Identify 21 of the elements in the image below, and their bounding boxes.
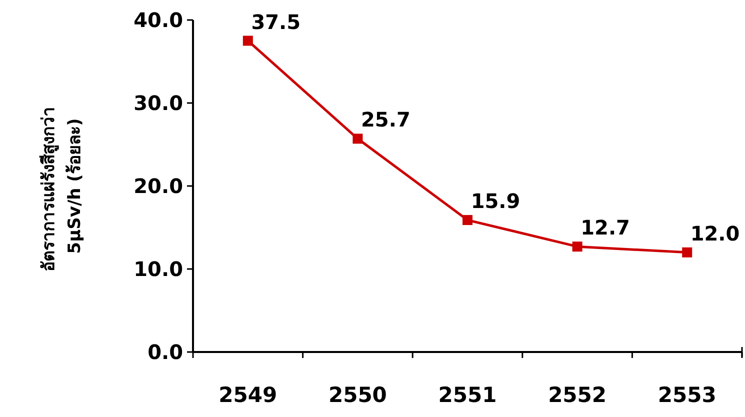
x-tick-label: 2550 (328, 383, 387, 407)
y-tick-label: 40.0 (134, 8, 183, 32)
point (572, 242, 582, 252)
x-tick-label: 2549 (218, 383, 278, 407)
data-label: 37.5 (251, 10, 301, 34)
y-tick-label: 30.0 (134, 91, 183, 115)
point (352, 134, 363, 144)
point (682, 247, 692, 258)
data-label: 12.0 (690, 221, 740, 246)
point (462, 215, 472, 226)
data-label: 25.7 (361, 108, 410, 132)
x-tick-label: 2551 (438, 383, 497, 407)
point (242, 36, 253, 46)
y-tick-label: 10.0 (134, 257, 183, 281)
data-label: 15.9 (470, 189, 520, 214)
data-label: 12.7 (580, 216, 630, 240)
y-axis-title: อัตราการแผ่รังสีสูงกว่า 5μSv/h (ร้อยละ) (38, 100, 85, 272)
x-tick-label: 2553 (658, 383, 716, 407)
x-tick-label: 2552 (548, 383, 607, 407)
y-tick-label: 20.0 (134, 174, 183, 198)
y-tick-label: 0.0 (148, 340, 183, 364)
